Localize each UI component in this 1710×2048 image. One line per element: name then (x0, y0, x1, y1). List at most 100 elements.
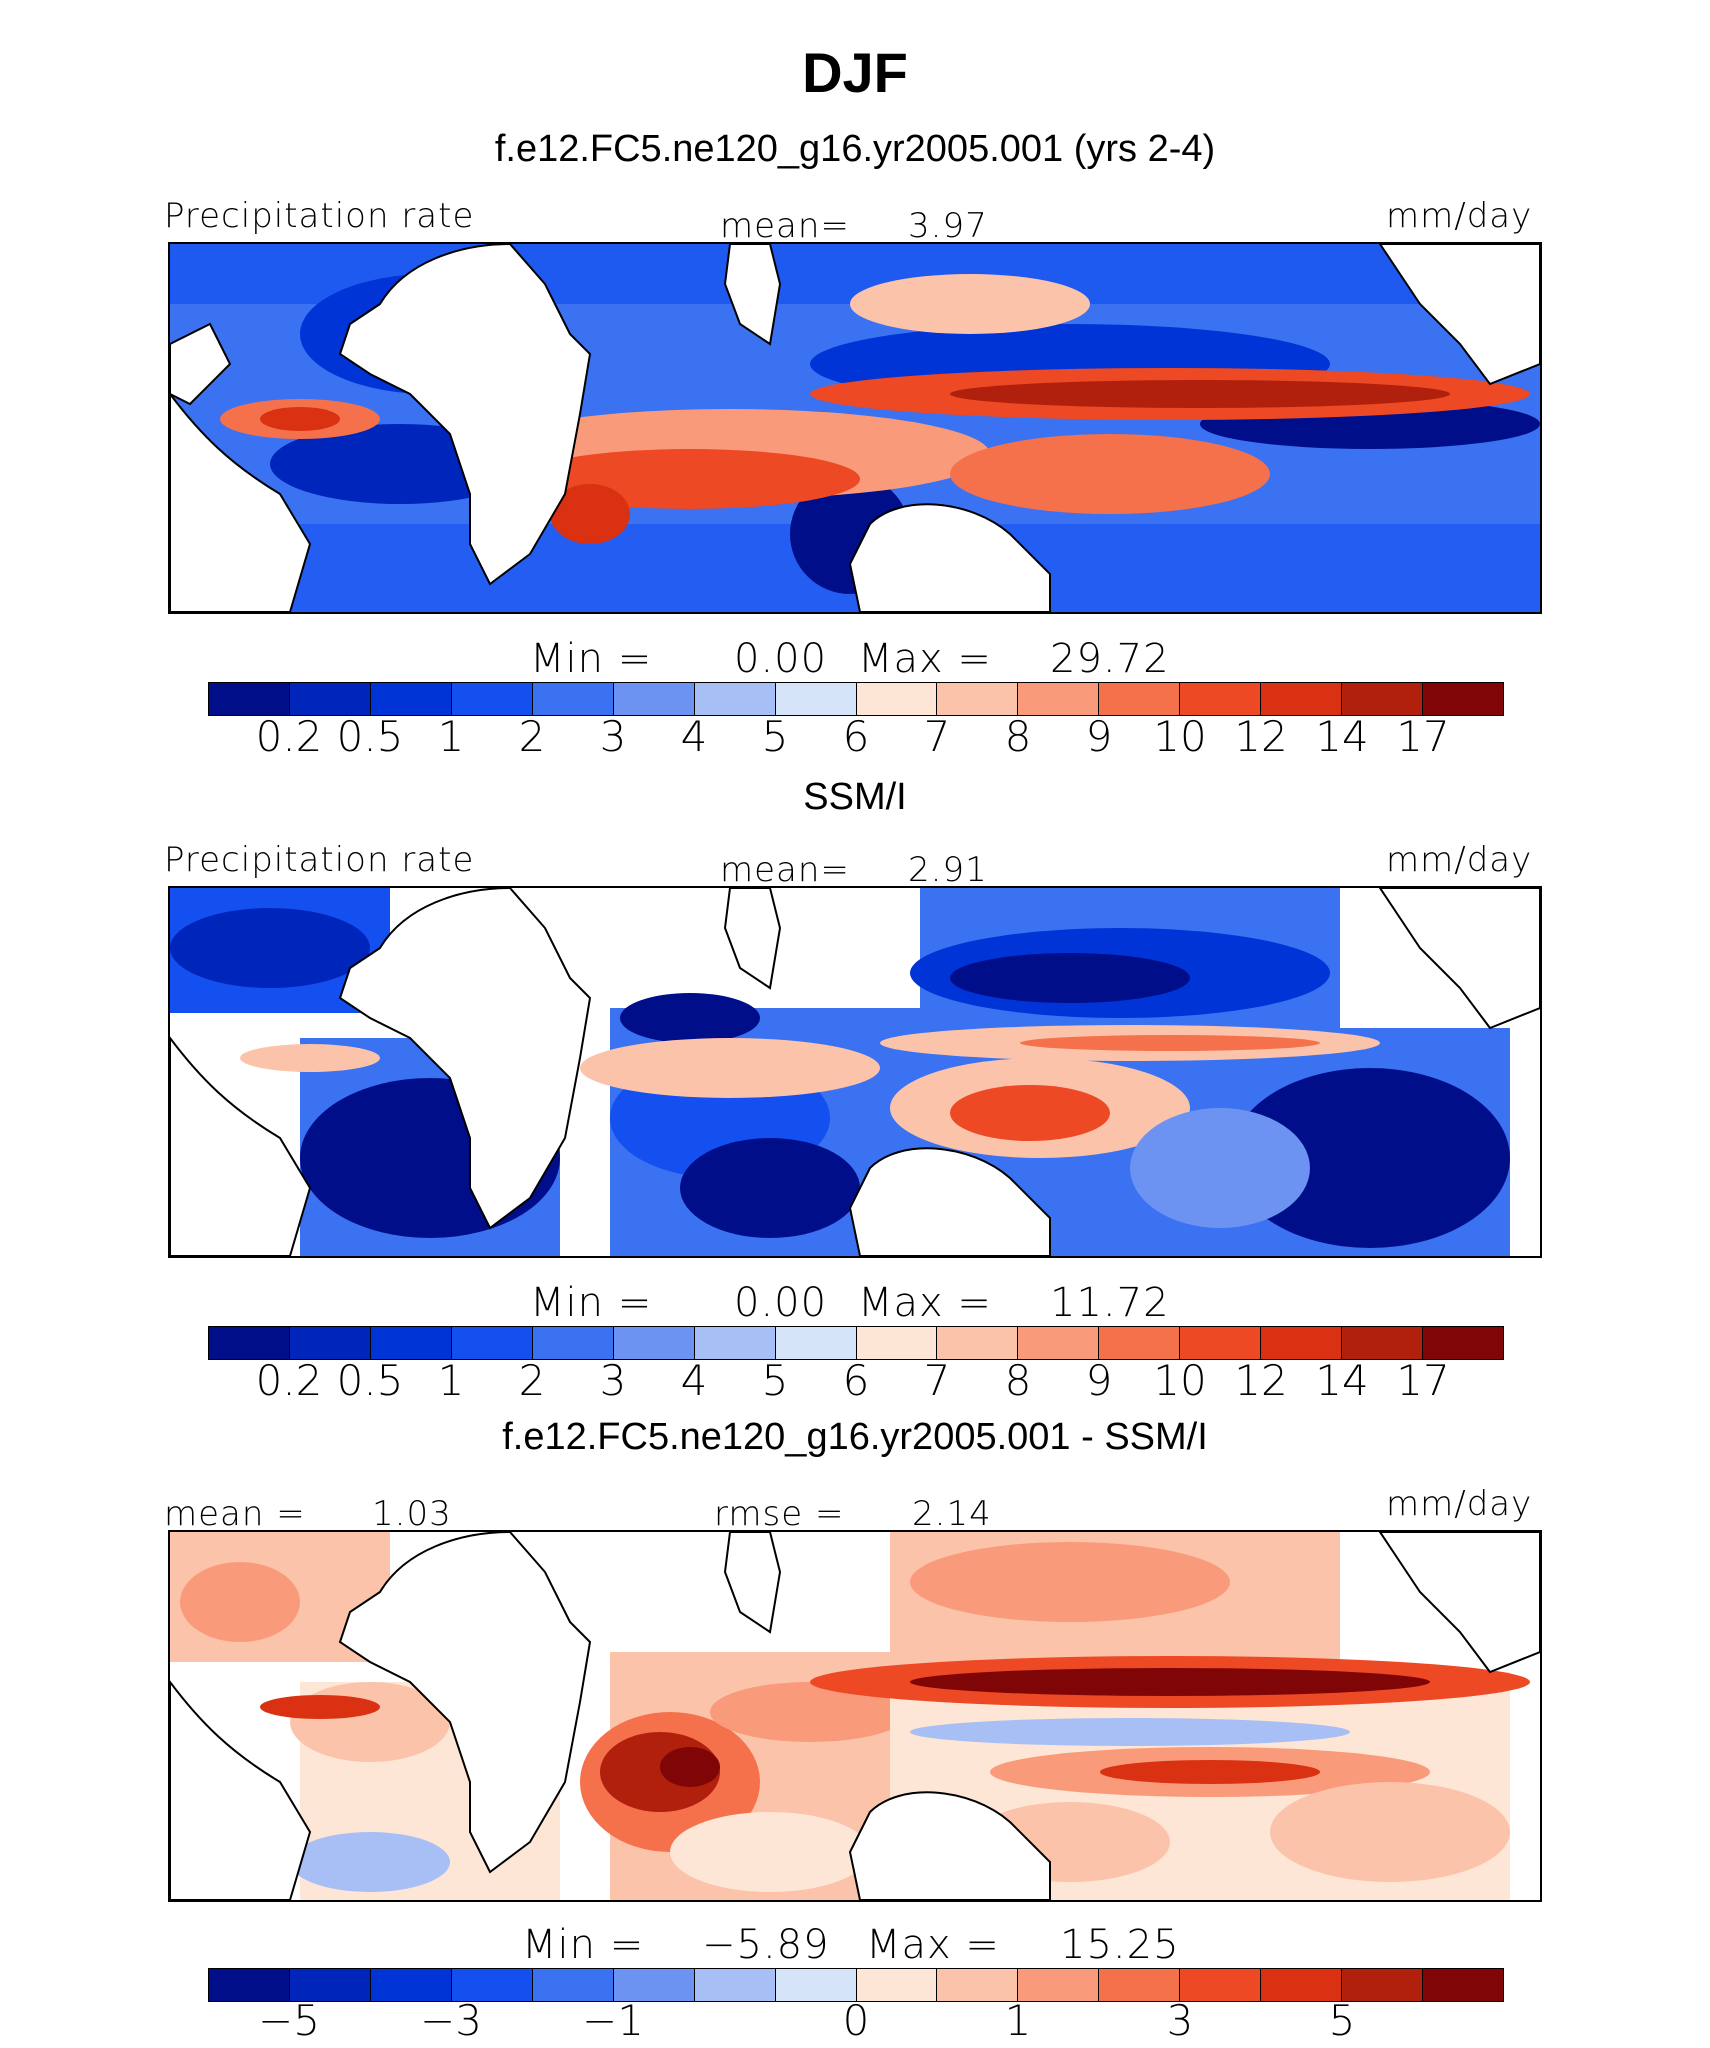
panel3-colorbar-swatch (613, 1969, 695, 2001)
panel1-colorbar-tick-label: 17 (1396, 712, 1450, 761)
panel2-colorbar-tick-label: 0.5 (336, 1356, 404, 1405)
panel1-title: f.e12.FC5.ne120_g16.yr2005.001 (yrs 2-4) (494, 128, 1216, 170)
panel3-mean-label: mean = (164, 1494, 306, 1534)
panel3-colorbar-swatch (775, 1969, 857, 2001)
panel2-colorbar-tick-label: 12 (1234, 1356, 1288, 1405)
panel3-units: mm/day (1386, 1484, 1533, 1524)
panel3-colorbar-swatch (532, 1969, 614, 2001)
panel1-colorbar-tick-label: 14 (1315, 712, 1369, 761)
panel3-rmse-label: rmse = (714, 1494, 845, 1534)
panel3-map (168, 1530, 1542, 1902)
panel2-colorbar-swatch (1099, 1327, 1181, 1359)
panel3-colorbar-swatch (370, 1969, 452, 2001)
panel2-colorbar-swatch (289, 1327, 371, 1359)
panel2-max-label: Max = (858, 1280, 992, 1326)
panel1-colorbar-tick-label: 9 (1085, 712, 1113, 761)
panel1-colorbar-ticks: 0.2 0.5 1 2 3 4 5 6 7 8 9 10 12 14 17 (0, 712, 1710, 772)
panel3-colorbar-swatch (451, 1969, 533, 2001)
panel2-colorbar-tick-label: 14 (1315, 1356, 1369, 1405)
panel2-title: SSM/I (803, 776, 907, 818)
panel1-colorbar-swatch (775, 683, 857, 715)
panel1-max-value: 29.72 (1050, 636, 1170, 682)
panel2-min-label: Min = (530, 1280, 653, 1326)
panel1-field-svg (170, 244, 1540, 612)
panel3-colorbar-swatch (1261, 1969, 1343, 2001)
panel3-colorbar-tick-label: 3 (1166, 1996, 1194, 2045)
panel2-map (168, 886, 1542, 1258)
panel2-colorbar-swatch (532, 1327, 614, 1359)
panel1-colorbar-tick-label: 7 (923, 712, 951, 761)
panel2-colorbar-swatch (1180, 1327, 1262, 1359)
panel2-colorbar-tick-label: 8 (1004, 1356, 1032, 1405)
panel3-colorbar-swatch (694, 1969, 776, 2001)
panel1-colorbar-swatch (1099, 683, 1181, 715)
panel2-colorbar-swatch (1261, 1327, 1343, 1359)
panel1-colorbar-tick-label: 2 (518, 712, 546, 761)
panel3-colorbar-swatch (1180, 1969, 1262, 2001)
panel3-colorbar-swatch (1018, 1969, 1100, 2001)
panel3-colorbar-tick-label: −3 (420, 1996, 482, 2045)
panel2-colorbar (208, 1326, 1504, 1360)
panel2-field-svg (170, 888, 1540, 1256)
panel1-min-value: 0.00 (734, 636, 828, 682)
panel1-colorbar-swatch (1261, 683, 1343, 715)
panel3-rmse-value: 2.14 (912, 1494, 992, 1534)
panel2-colorbar-swatch (856, 1327, 938, 1359)
panel2-colorbar-ticks: 0.2 0.5 1 2 3 4 5 6 7 8 9 10 12 14 17 (0, 1356, 1710, 1416)
panel2-colorbar-swatch (1342, 1327, 1424, 1359)
panel2-colorbar-tick-label: 1 (437, 1356, 465, 1405)
panel3-min-label: Min = (522, 1922, 645, 1968)
panel3-colorbar-ticks: −5 −3 −1 0 1 3 5 (0, 1996, 1710, 2046)
panel2-colorbar-tick-label: 17 (1396, 1356, 1450, 1405)
panel2-colorbar-swatch (451, 1327, 533, 1359)
panel2-colorbar-tick-label: 2 (518, 1356, 546, 1405)
panel3-colorbar-tick-label: −5 (258, 1996, 320, 2045)
panel2-colorbar-swatch (937, 1327, 1019, 1359)
panel1-colorbar-swatch (1342, 683, 1424, 715)
panel2-colorbar-tick-label: 5 (761, 1356, 789, 1405)
panel2-colorbar-tick-label: 6 (842, 1356, 870, 1405)
panel1-mean-value: 3.97 (908, 206, 988, 246)
panel3-colorbar-tick-label: 1 (1004, 1996, 1032, 2045)
panel1-colorbar-swatch (1180, 683, 1262, 715)
panel1-colorbar-swatch (289, 683, 371, 715)
panel2-colorbar-tick-label: 3 (599, 1356, 627, 1405)
panel3-colorbar-swatch (1423, 1969, 1503, 2001)
panel2-colorbar-swatch (209, 1327, 290, 1359)
panel1-colorbar-tick-label: 0.5 (336, 712, 404, 761)
panel2-units: mm/day (1386, 840, 1533, 880)
panel1-colorbar-tick-label: 8 (1004, 712, 1032, 761)
panel3-colorbar-tick-label: 5 (1328, 1996, 1356, 2045)
panel2-colorbar-tick-label: 10 (1153, 1356, 1207, 1405)
panel3-colorbar-swatch (289, 1969, 371, 2001)
panel3-field-svg (170, 1532, 1540, 1900)
panel3-colorbar (208, 1968, 1504, 2002)
panel1-colorbar-swatch (694, 683, 776, 715)
panel1-mean-label: mean= (720, 206, 850, 246)
panel2-mean-label: mean= (720, 850, 850, 890)
panel3-colorbar-swatch (1099, 1969, 1181, 2001)
panel2-colorbar-swatch (1018, 1327, 1100, 1359)
panel1-colorbar-tick-label: 1 (437, 712, 465, 761)
panel1-max-label: Max = (858, 636, 992, 682)
panel2-colorbar-tick-label: 9 (1085, 1356, 1113, 1405)
panel2-colorbar-swatch (613, 1327, 695, 1359)
panel1-map (168, 242, 1542, 614)
panel1-colorbar-swatch (532, 683, 614, 715)
panel3-colorbar-swatch (937, 1969, 1019, 2001)
panel3-max-label: Max = (866, 1922, 1000, 1968)
panel1-colorbar (208, 682, 1504, 716)
panel1-colorbar-swatch (856, 683, 938, 715)
panel2-mean-value: 2.91 (908, 850, 988, 890)
panel1-colorbar-tick-label: 0.2 (255, 712, 323, 761)
panel1-colorbar-swatch (1018, 683, 1100, 715)
panel2-colorbar-swatch (370, 1327, 452, 1359)
panel2-colorbar-swatch (775, 1327, 857, 1359)
panel2-min-value: 0.00 (734, 1280, 828, 1326)
panel3-colorbar-swatch (1342, 1969, 1424, 2001)
panel2-colorbar-tick-label: 4 (680, 1356, 708, 1405)
panel1-colorbar-swatch (451, 683, 533, 715)
panel1-colorbar-tick-label: 12 (1234, 712, 1288, 761)
panel3-max-value: 15.25 (1060, 1922, 1180, 1968)
panel3-colorbar-tick-label: −1 (582, 1996, 644, 2045)
